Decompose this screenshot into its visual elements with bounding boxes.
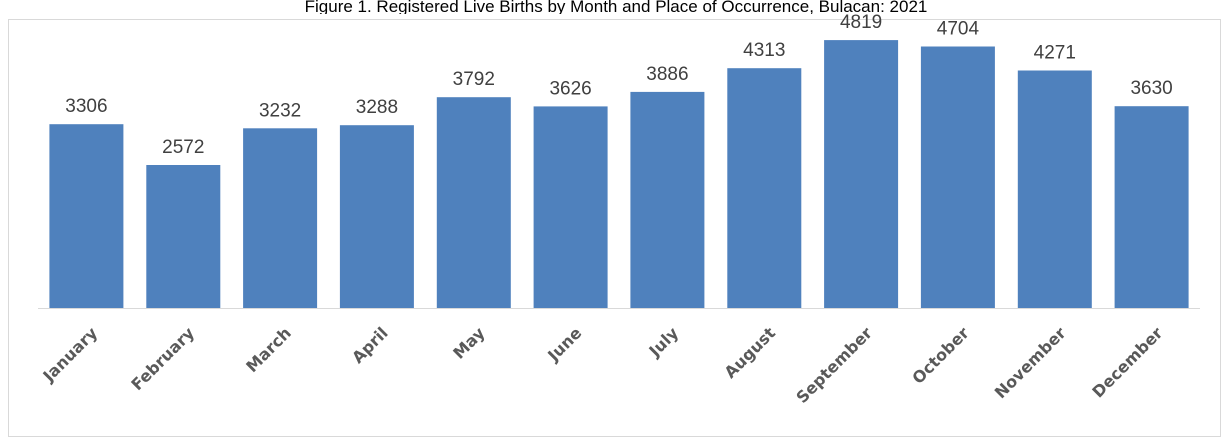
data-label-september: 4819 bbox=[840, 12, 882, 33]
bar-september bbox=[824, 40, 899, 308]
bar-august bbox=[727, 68, 802, 308]
data-label-january: 3306 bbox=[65, 96, 107, 117]
bar-november bbox=[1017, 70, 1092, 308]
x-tick-label-march: March bbox=[242, 323, 295, 376]
data-label-august: 4313 bbox=[743, 40, 785, 61]
x-tick-label-july: July bbox=[645, 323, 683, 361]
chart-title: Figure 1. Registered Live Births by Mont… bbox=[304, 0, 928, 14]
data-label-march: 3232 bbox=[259, 100, 301, 121]
x-tick-label-november: November bbox=[991, 323, 1070, 402]
data-label-november: 4271 bbox=[1034, 43, 1076, 64]
bar-february bbox=[146, 165, 221, 308]
bar-december bbox=[1114, 106, 1189, 308]
bar-june bbox=[533, 106, 608, 309]
data-label-july: 3886 bbox=[646, 64, 688, 85]
data-label-april: 3288 bbox=[356, 97, 398, 118]
bar-april bbox=[339, 125, 414, 308]
bars-group bbox=[49, 40, 1189, 309]
bar-july bbox=[630, 91, 705, 309]
bar-january bbox=[49, 124, 124, 308]
x-tick-label-april: April bbox=[348, 323, 392, 367]
data-label-june: 3626 bbox=[549, 78, 591, 99]
x-tick-label-january: January bbox=[39, 323, 102, 386]
x-tick-label-february: February bbox=[127, 323, 198, 394]
x-tick-label-october: October bbox=[908, 323, 972, 387]
data-label-may: 3792 bbox=[453, 69, 495, 90]
bar-october bbox=[920, 46, 995, 308]
x-tick-label-may: May bbox=[449, 323, 489, 363]
x-tick-label-september: September bbox=[792, 323, 876, 407]
data-label-december: 3630 bbox=[1130, 78, 1172, 99]
x-tick-label-june: June bbox=[543, 323, 585, 365]
bar-may bbox=[436, 97, 511, 308]
data-label-october: 4704 bbox=[937, 19, 980, 40]
value-labels-group: 3306 2572 3232 3288 3792 3626 3886 4313 4819 4704… bbox=[65, 12, 1172, 158]
tick-labels-group: January February March April May June July Augu… bbox=[39, 323, 1167, 407]
data-label-february: 2572 bbox=[162, 137, 204, 158]
x-tick-label-august: August bbox=[721, 323, 780, 382]
x-tick-label-december: December bbox=[1088, 323, 1166, 401]
bar-march bbox=[243, 128, 318, 308]
